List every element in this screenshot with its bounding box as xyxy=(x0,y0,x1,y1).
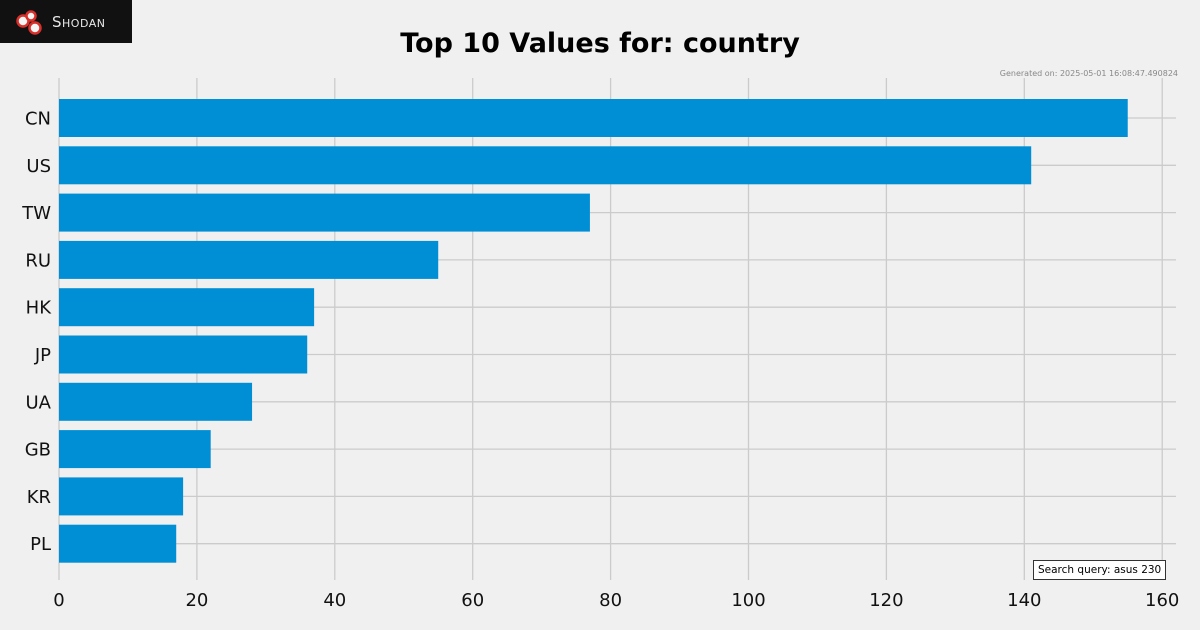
x-tick-label: 20 xyxy=(185,590,208,611)
bar-ru xyxy=(59,240,439,279)
x-tick-label: 60 xyxy=(461,590,484,611)
y-tick-label-ru: RU xyxy=(25,250,51,271)
search-query-box: Search query: asus 230 xyxy=(1033,560,1167,580)
x-tick-labels: 0 20 40 60 80 100 120 140 160 xyxy=(53,590,1179,611)
x-tick-label: 40 xyxy=(323,590,346,611)
y-tick-label-us: US xyxy=(26,156,51,177)
bar-ua xyxy=(59,382,253,421)
bar-hk xyxy=(59,288,315,327)
x-tick-label: 0 xyxy=(53,590,64,611)
bar-pl xyxy=(59,524,177,563)
bar-tw xyxy=(59,193,590,232)
bars xyxy=(59,99,1128,563)
y-tick-label-kr: KR xyxy=(27,487,51,508)
shodan-logo-icon xyxy=(16,9,42,35)
bar-us xyxy=(59,146,1032,185)
y-tick-label-jp: JP xyxy=(34,345,51,366)
x-tick-label: 80 xyxy=(599,590,622,611)
bar-jp xyxy=(59,335,308,374)
x-tick-label: 140 xyxy=(1007,590,1041,611)
x-tick-label: 100 xyxy=(731,590,765,611)
chart-title: Top 10 Values for: country xyxy=(400,28,800,59)
y-tick-labels: CN US TW RU HK JP UA GB KR PL xyxy=(21,109,52,556)
y-tick-label-hk: HK xyxy=(26,298,53,319)
x-tick-label: 120 xyxy=(869,590,903,611)
logo-text: Shodan xyxy=(52,12,106,31)
y-tick-label-tw: TW xyxy=(21,203,51,224)
y-tick-label-ua: UA xyxy=(26,392,52,413)
y-tick-label-pl: PL xyxy=(30,534,51,555)
bar-cn xyxy=(59,99,1128,137)
generated-timestamp: Generated on: 2025-05-01 16:08:47.490824 xyxy=(999,69,1178,78)
shodan-logo: Shodan xyxy=(0,0,132,43)
y-tick-label-gb: GB xyxy=(25,440,51,461)
bar-kr xyxy=(59,477,184,516)
y-tick-label-cn: CN xyxy=(25,109,51,130)
x-tick-label: 160 xyxy=(1145,590,1179,611)
bar-gb xyxy=(59,430,211,469)
